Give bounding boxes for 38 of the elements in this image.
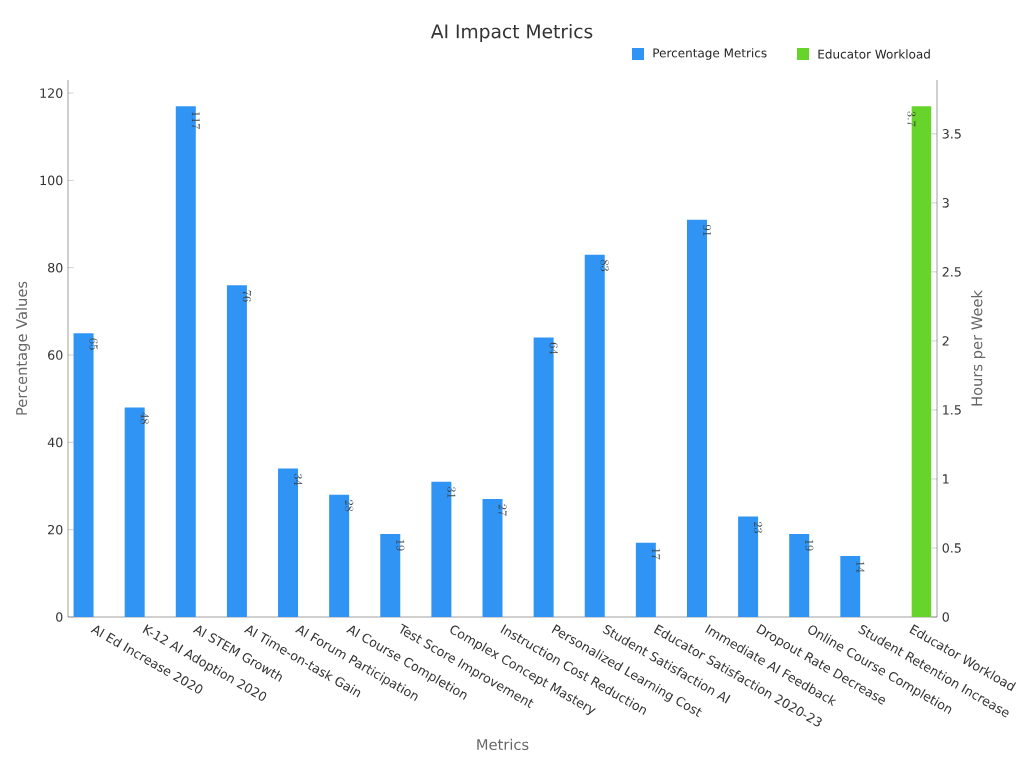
y2-tick-label: 2.5 [942,267,961,277]
y2-tick-label: 3 [942,198,949,208]
data-label: 83 [600,259,609,272]
data-label: 19 [805,539,814,551]
data-label: 64 [549,342,558,355]
y-tick-label: 40 [47,437,63,448]
data-label: 117 [191,112,201,130]
data-label: 14 [856,561,865,573]
legend-label: Educator Workload [818,49,930,59]
data-label: 91 [702,224,712,236]
data-label: 3.7 [907,111,916,127]
data-label: 34 [293,473,303,486]
y2-tick-label: 3.5 [942,129,961,139]
data-label: 23 [753,521,763,534]
y2-tick-label: 2 [942,336,949,346]
data-label: 17 [651,548,661,560]
data-label: 28 [345,500,354,512]
y-tick-label: 20 [48,524,63,535]
y-tick-label: 60 [48,350,63,360]
data-label: 65 [89,338,98,350]
y-tick-label: 80 [48,262,63,273]
x-axis-title: Metrics [477,738,529,751]
data-label: 48 [140,412,149,424]
y2-tick-label: 0 [942,612,949,622]
data-label: 31 [447,486,456,498]
data-label: 19 [396,539,405,551]
data-label: 27 [498,504,507,516]
y-tick-label: 100 [40,175,63,186]
y-axis-title: Percentage Values [15,281,30,415]
y2-tick-label: 1 [943,474,949,484]
legend-label: Percentage Metrics [653,48,767,60]
y2-axis-title: Hours per Week [971,290,986,406]
chart-title: AI Impact Metrics [430,23,593,43]
y2-tick-label: 0.5 [942,543,961,553]
data-label: 76 [242,290,252,302]
y-tick-label: 0 [56,612,63,622]
y-tick-label: 120 [40,88,63,98]
y2-tick-label: 1.5 [943,405,961,415]
